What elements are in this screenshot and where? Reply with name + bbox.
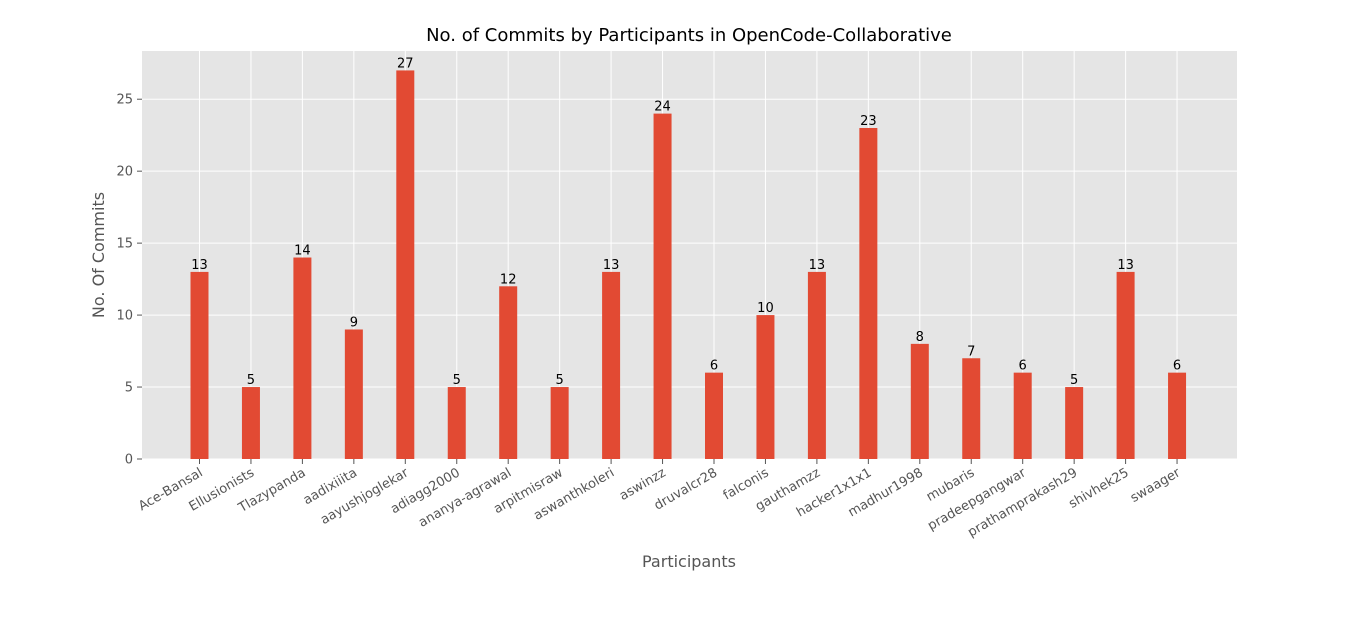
data-label: 13 (809, 258, 826, 273)
data-label: 13 (603, 258, 620, 273)
bar (1013, 372, 1032, 459)
chart-title: No. of Commits by Participants in OpenCo… (426, 25, 952, 46)
x-axis-ticks: Ace-BansalEllusionistsTlazypandaaadixiii… (136, 459, 1184, 540)
y-tick-label: 5 (125, 381, 133, 396)
bar (241, 387, 260, 459)
x-axis-label: Participants (642, 552, 736, 571)
bar (602, 271, 621, 459)
bar (344, 329, 363, 459)
data-label: 9 (350, 315, 358, 330)
y-axis-label: No. Of Commits (89, 192, 108, 318)
bar (190, 271, 209, 459)
x-tick-label: swaager (1128, 465, 1184, 506)
y-axis-ticks: 0 5 10 15 20 25 (116, 93, 142, 468)
bar (1065, 387, 1084, 459)
bars (190, 70, 1187, 460)
data-label: 5 (247, 373, 255, 388)
data-labels: 13 5 14 9 27 5 12 5 13 24 6 10 13 23 8 7 6 5 13 6 (191, 56, 1181, 388)
bar (499, 286, 518, 459)
y-tick-label: 15 (116, 237, 133, 252)
data-label: 5 (1070, 373, 1078, 388)
bar (910, 343, 929, 459)
data-label: 13 (191, 258, 208, 273)
bar (705, 372, 723, 459)
y-gridlines (142, 98, 1237, 460)
y-tick-label: 25 (116, 93, 133, 108)
y-tick-label: 0 (125, 453, 133, 468)
bar (293, 257, 312, 459)
data-label: 24 (654, 100, 671, 115)
data-label: 23 (860, 114, 877, 129)
data-label: 6 (710, 359, 718, 374)
bar (396, 70, 415, 459)
bar (1116, 271, 1135, 459)
y-tick-label: 10 (116, 309, 133, 324)
bar (859, 127, 878, 460)
data-label: 27 (397, 56, 414, 71)
x-tick-label: ananya-agrawal (416, 465, 514, 530)
data-label: 5 (453, 373, 461, 388)
data-label: 13 (1117, 258, 1134, 273)
bar (550, 387, 569, 459)
bar (447, 387, 466, 459)
data-label: 10 (757, 301, 774, 316)
y-tick-label: 20 (116, 165, 133, 180)
bar (807, 271, 826, 459)
plot-background (142, 51, 1237, 459)
data-label: 14 (294, 244, 311, 259)
data-label: 8 (916, 330, 924, 345)
data-label: 5 (556, 373, 564, 388)
x-tick-label: aayushjoglekar (318, 465, 412, 528)
data-label: 6 (1173, 359, 1181, 374)
bar (653, 113, 672, 459)
data-label: 7 (967, 344, 975, 359)
bar (1168, 372, 1187, 459)
data-label: 12 (500, 272, 517, 287)
bar (962, 358, 981, 459)
data-label: 6 (1019, 359, 1027, 374)
bar (756, 315, 775, 459)
